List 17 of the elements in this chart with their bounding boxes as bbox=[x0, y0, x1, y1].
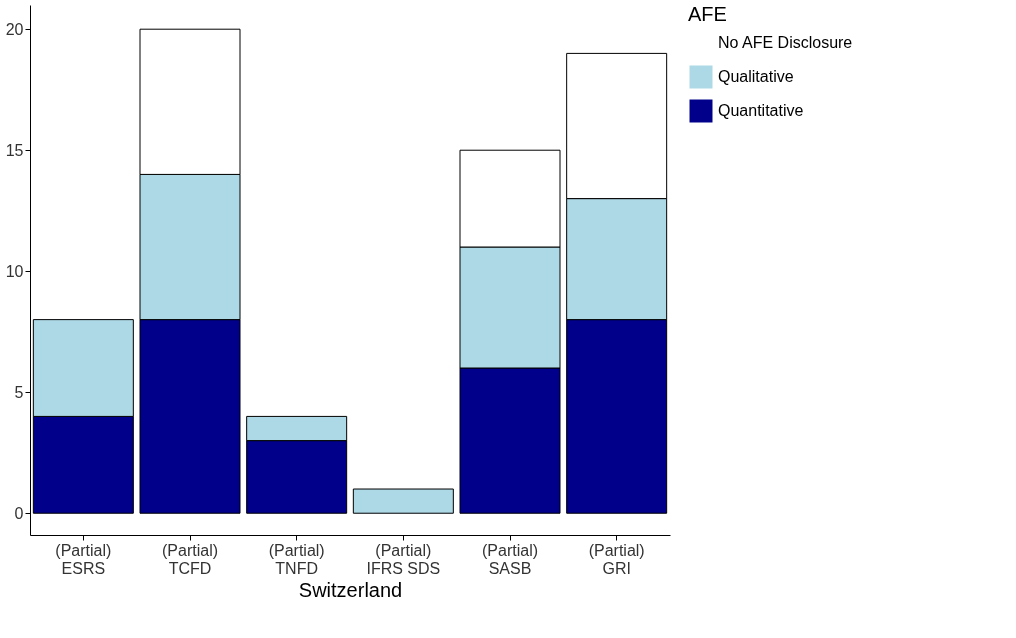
x-tick-label: (Partial) SASB bbox=[481, 541, 539, 577]
y-tick-label: 20 bbox=[5, 20, 24, 38]
x-tick-label: (Partial) TCFD bbox=[161, 541, 219, 577]
bar bbox=[352, 488, 454, 514]
x-tick-label: (Partial) GRI bbox=[588, 541, 645, 577]
text: No AFE Disclosure bbox=[718, 34, 853, 51]
x-tick-label: (Partial) ESRS bbox=[55, 541, 112, 577]
x-tick-label: (Partial) TNFD bbox=[268, 541, 325, 577]
x-tick-label: (Partial) IFRS SDS bbox=[366, 541, 441, 577]
legend-title: AFE bbox=[688, 3, 727, 25]
x-axis-title: Switzerland bbox=[298, 578, 403, 601]
y-tick-label: 0 bbox=[14, 504, 24, 522]
y-tick-label: 10 bbox=[5, 262, 24, 280]
y-tick-label: 5 bbox=[14, 383, 24, 401]
legend-label: Qualitative bbox=[718, 68, 794, 85]
y-tick-label: 15 bbox=[5, 141, 24, 159]
legend-label: Quantitative bbox=[718, 102, 804, 119]
